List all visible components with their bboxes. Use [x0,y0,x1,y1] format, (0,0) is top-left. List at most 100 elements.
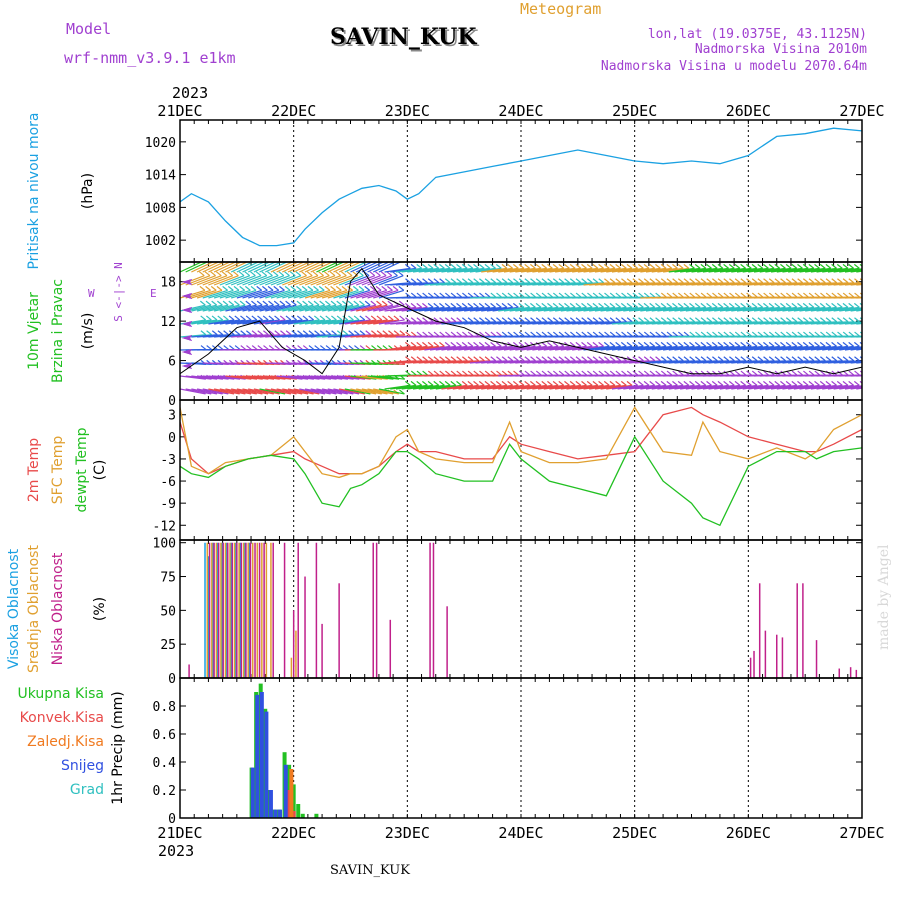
wind-barb-flag [399,389,405,395]
wind-barb [469,267,496,273]
wind-barb [634,306,661,312]
wind-barb [321,275,347,286]
wind-barb-flag [660,341,667,347]
wind-barb [850,297,862,299]
wind-barb-flag [335,271,342,277]
wind-barb-flag [227,257,232,261]
y-tick-label: 50 [160,604,176,619]
wind-barb-flag [467,317,474,323]
wind-barb-flag [700,370,707,376]
wind-barb-flag [575,380,582,386]
wind-barb [356,319,382,325]
wind-barb [708,345,735,351]
wind-barb-flag [660,356,667,362]
wind-barb [452,384,479,390]
wind-barb-flag [859,317,862,320]
wind-barb-flag [797,331,804,337]
precip-bar [255,694,260,818]
wind-barb-flag [398,300,405,306]
wind-barb-flag [496,278,502,284]
wind-barb [333,275,358,286]
wind-barb-flag [615,380,622,386]
wind-barb [412,306,439,312]
wind-barb [418,345,445,351]
wind-barb [390,267,417,273]
wind-barb-flag [331,345,338,351]
wind-barb-flag [524,380,531,386]
wind-barb [282,388,308,395]
wind-barb [441,345,468,351]
wind-barb-flag [808,302,815,308]
wind-barb [304,289,331,299]
wind-barb [253,388,280,395]
wind-barb-flag [604,331,610,337]
wind-barb [355,275,381,286]
wind-barb-flag [632,263,639,269]
wind-barb-flag [439,356,445,362]
wind-barb [617,384,644,390]
wind-barb-flag [842,331,849,337]
wind-barb-flag [615,370,622,376]
wind-barb [515,306,542,312]
wind-barb [736,345,763,351]
wind-barb-flag [872,371,877,375]
wind-barb-flag [552,380,559,386]
wind-barb-flag [284,285,291,291]
wind-barb-flag [757,356,764,362]
wind-barb-flag [232,271,239,277]
wind-barb-flag [729,292,735,298]
wind-barb [219,262,243,273]
wind-barb-flag [866,318,871,322]
wind-barb [191,304,217,312]
wind-barb [850,361,862,364]
wind-barb [316,319,343,325]
wind-barb-flag [388,330,394,336]
wind-barb-flag [552,278,559,284]
wind-barb-flag [615,263,622,269]
wind-barb [350,319,377,325]
wind-barb-flag [221,271,228,277]
wind-barb-flag [768,263,775,269]
wind-barb-flag [632,370,639,376]
wind-barb-flag [746,356,752,362]
wind-barb-flag [541,331,548,337]
wind-barb-flag [683,263,690,269]
wind-barb [628,384,655,390]
wind-barb-flag [712,356,718,362]
wind-barb-flag [734,331,741,337]
wind-barb-flag [586,278,593,284]
wind-barb-flag [490,331,497,337]
precip-bar [264,711,269,818]
wind-barb-flag [814,263,820,269]
wind-barb-flag [467,278,474,284]
wind-barb-flag [439,341,445,347]
y-tick-label: -3 [160,453,176,468]
top-date-label: 27DEC [839,102,884,120]
wind-barb-flag [660,292,667,298]
wind-barb-flag [598,341,604,347]
wind-barb-flag [848,356,855,362]
wind-barb [589,306,616,312]
wind-barb [236,262,260,273]
wind-barb-flag [660,331,667,337]
wind-barb-flag [740,317,747,323]
wind-barb-flag [479,331,485,337]
wind-barb [543,345,570,351]
wind-barb [555,267,581,273]
wind-barb [373,388,399,395]
wind-barb-flag [842,292,849,298]
top-date-label: 23DEC [385,102,430,120]
wind-barb-flag [763,341,769,347]
wind-barb-flag [592,278,599,284]
wind-barb-flag [484,278,491,284]
wind-barb [861,349,862,350]
wind-barb-flag [535,292,542,298]
wind-barb-flag [530,292,536,298]
wind-barb [719,345,746,351]
wind-barb-flag [609,341,616,347]
wind-barb-flag [512,302,519,308]
wind-barb-flag [375,285,382,291]
wind-barb [316,304,342,312]
wind-barb [827,267,854,273]
